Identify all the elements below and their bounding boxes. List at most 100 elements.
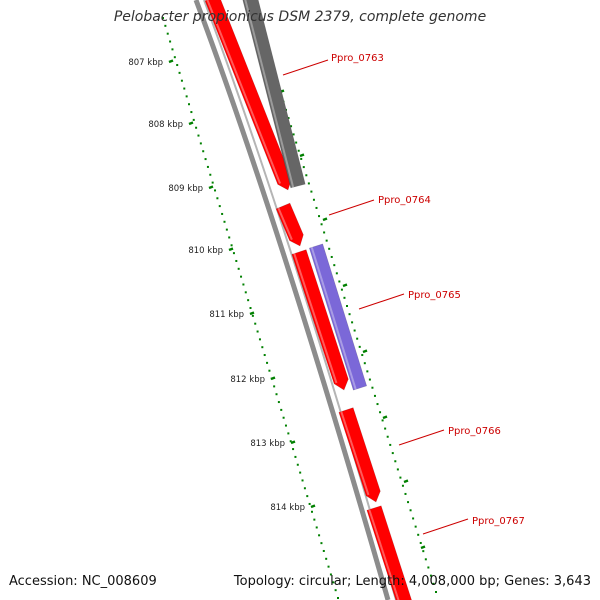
gene-feature-gray[interactable]	[242, 0, 306, 189]
outer-scale-dot	[325, 239, 328, 242]
scale-dot	[185, 95, 188, 98]
gene-feature-ppro-0767[interactable]	[366, 505, 412, 600]
scale-dot	[299, 471, 302, 474]
outer-scale-dot	[330, 255, 333, 258]
tick-label: 812 kbp	[230, 375, 265, 385]
scale-dot	[292, 448, 295, 451]
scale-dot	[268, 369, 271, 372]
major-tick	[270, 376, 276, 381]
gene-feature-purple[interactable]	[308, 243, 368, 391]
outer-scale-dot	[292, 133, 295, 136]
gene-label-ppro-0766[interactable]: Ppro_0766	[448, 426, 501, 437]
scale-dot	[301, 479, 304, 482]
gene-label-ppro-0763[interactable]: Ppro_0763	[331, 53, 384, 64]
scale-dot	[277, 401, 280, 404]
outer-scale-dot	[389, 443, 392, 446]
outer-scale-dot	[295, 141, 298, 144]
outer-major-tick	[420, 545, 426, 550]
outer-scale-dot	[348, 313, 351, 316]
scale-dot	[197, 134, 200, 137]
tick-label: 814 kbp	[270, 503, 305, 513]
outer-scale-dot	[312, 198, 315, 201]
outer-scale-dot	[338, 280, 341, 283]
gene-feature-ppro-0764[interactable]	[275, 202, 304, 247]
scale-dot	[337, 597, 339, 599]
tick-label: 807 kbp	[128, 58, 163, 68]
outer-scale-dot	[435, 591, 437, 593]
scale-dot	[218, 205, 221, 208]
scale-dot	[318, 534, 321, 537]
scale-dot	[214, 189, 217, 192]
scale-dot	[230, 244, 233, 247]
outer-scale-dot	[384, 427, 387, 430]
major-tick	[208, 185, 214, 190]
outer-scale-dot	[335, 272, 338, 275]
outer-scale-dot	[287, 117, 290, 120]
gene-feature-ppro-0763[interactable]	[204, 0, 292, 191]
gene-callout-line	[358, 293, 405, 310]
outer-major-tick	[382, 415, 388, 420]
scale-dot	[256, 330, 259, 333]
scale-dot	[313, 518, 316, 521]
scale-dot	[192, 118, 195, 121]
outer-scale-dot	[310, 190, 313, 193]
scale-dot	[188, 103, 191, 106]
gene-feature-gray-highlight	[244, 0, 295, 188]
scale-dot	[284, 424, 287, 427]
scale-dot	[171, 48, 174, 51]
outer-scale-dot	[353, 329, 356, 332]
outer-scale-dot	[412, 517, 415, 520]
outer-scale-dot	[417, 533, 420, 536]
gene-label-ppro-0767[interactable]: Ppro_0767	[472, 516, 525, 527]
scale-dot	[204, 158, 207, 161]
scale-dot	[178, 71, 181, 74]
outer-scale-dot	[307, 182, 310, 185]
major-tick	[228, 247, 234, 252]
outer-scale-dot	[358, 345, 361, 348]
outer-scale-dot	[422, 550, 425, 553]
gene-label-ppro-0765[interactable]: Ppro_0765	[408, 290, 461, 301]
scale-dot	[223, 220, 226, 223]
accession-text: Accession: NC_008609	[9, 574, 157, 589]
gene-feature-ppro-0765[interactable]	[291, 249, 349, 391]
scale-dot	[206, 165, 209, 168]
outer-scale-dot	[346, 305, 348, 307]
scale-dot	[327, 565, 330, 568]
tick-label: 811 kbp	[209, 310, 244, 320]
topology-text: Topology: circular; Length: 4,008,000 bp…	[233, 574, 591, 589]
scale-dot	[282, 416, 285, 419]
scale-dot	[176, 64, 179, 67]
scale-dot	[202, 150, 205, 153]
backbone-line	[193, 0, 391, 600]
scale-dot	[166, 32, 169, 35]
gene-label-ppro-0764[interactable]: Ppro_0764	[378, 195, 431, 206]
outer-scale-dot	[381, 419, 384, 422]
scale-dot	[261, 346, 264, 349]
gene-feature-ppro-0766[interactable]	[338, 407, 381, 503]
scale-dot	[190, 111, 193, 114]
tick-label: 809 kbp	[168, 184, 203, 194]
outer-scale-dot	[379, 411, 382, 414]
scale-dot	[334, 589, 337, 592]
scale-ticks: 807 kbp 808 kbp 809 kbp 810 kbp 811 kbp 812 k…	[128, 17, 437, 599]
major-tick	[168, 59, 174, 64]
outer-scale-dot	[351, 321, 354, 324]
scale-dot	[329, 573, 332, 576]
major-tick	[310, 504, 316, 509]
outer-scale-dot	[318, 215, 321, 218]
scale-dot	[237, 267, 240, 270]
outer-scale-dot	[315, 206, 318, 209]
outer-scale-dot	[432, 582, 435, 585]
outer-scale-dot	[323, 231, 326, 234]
outer-scale-dot	[401, 484, 404, 487]
outer-scale-dot	[361, 354, 364, 357]
scale-dot	[228, 236, 231, 239]
outer-scale-dot	[305, 174, 308, 177]
scale-dot	[235, 259, 238, 262]
scale-dot	[162, 17, 164, 19]
scale-dot	[332, 581, 335, 584]
outer-scale-dot	[429, 574, 432, 577]
scale-dot	[280, 408, 283, 411]
